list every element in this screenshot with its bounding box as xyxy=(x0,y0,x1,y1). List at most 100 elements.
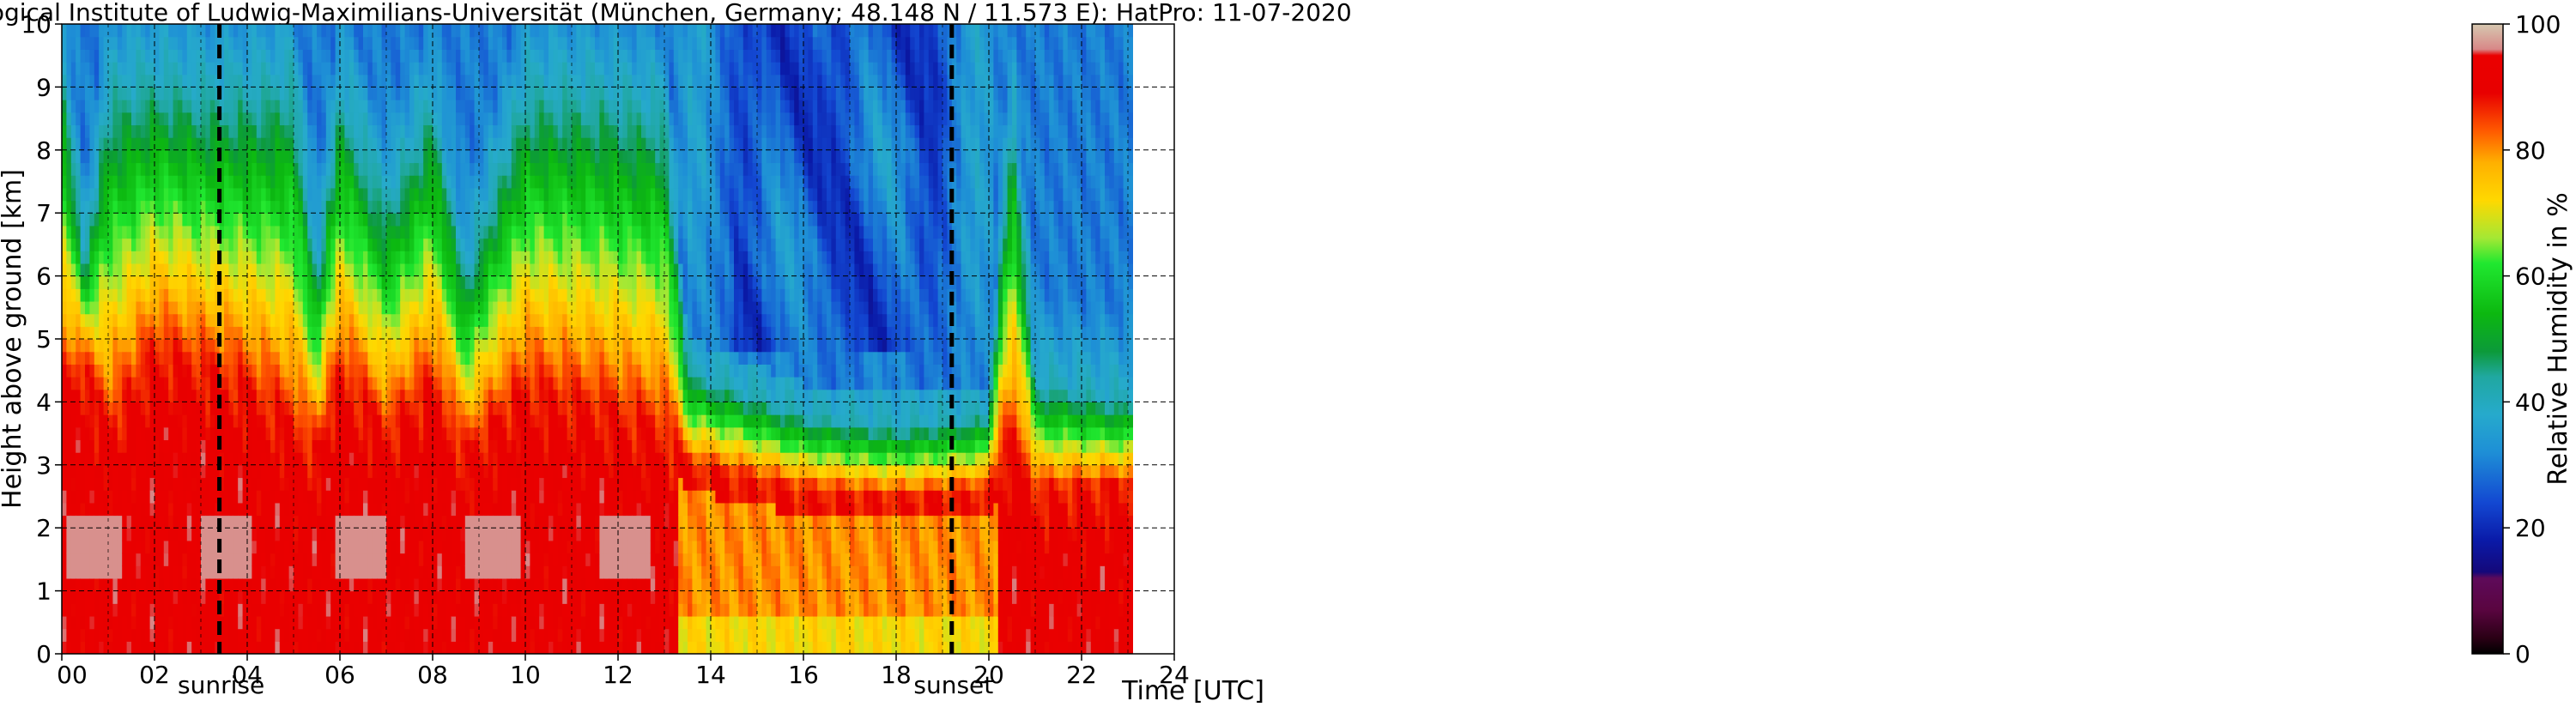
heatmap-cell xyxy=(418,565,424,579)
heatmap-cell xyxy=(215,263,221,277)
heatmap-cell xyxy=(76,87,82,100)
heatmap-cell xyxy=(99,251,105,264)
heatmap-cell xyxy=(433,263,438,277)
heatmap-cell xyxy=(520,540,526,554)
heatmap-cell xyxy=(367,540,373,554)
heatmap-cell xyxy=(76,439,82,453)
heatmap-cell xyxy=(70,300,76,315)
heatmap-cell xyxy=(427,339,433,353)
heatmap-cell xyxy=(122,49,128,63)
heatmap-cell xyxy=(409,137,415,151)
heatmap-cell xyxy=(140,515,146,529)
heatmap-cell xyxy=(386,590,391,604)
heatmap-cell xyxy=(391,175,397,189)
heatmap-cell xyxy=(201,300,206,315)
heatmap-cell xyxy=(493,364,499,378)
heatmap-cell xyxy=(456,288,461,302)
heatmap-cell xyxy=(261,515,267,529)
heatmap-cell xyxy=(99,565,105,579)
heatmap-cell xyxy=(155,414,160,428)
heatmap-cell xyxy=(363,426,368,441)
heatmap-cell xyxy=(511,464,517,479)
heatmap-cell xyxy=(433,364,438,378)
heatmap-cell xyxy=(294,603,299,617)
heatmap-cell xyxy=(456,24,461,38)
heatmap-cell xyxy=(62,377,67,390)
heatmap-cell xyxy=(196,339,202,353)
heatmap-cell xyxy=(520,339,526,353)
heatmap-cell xyxy=(317,251,322,264)
heatmap-cell xyxy=(122,62,128,76)
heatmap-cell xyxy=(298,112,304,126)
heatmap-cell xyxy=(474,628,480,642)
heatmap-cell xyxy=(470,490,476,504)
heatmap-cell xyxy=(483,275,489,289)
heatmap-cell xyxy=(367,502,373,517)
heatmap-cell xyxy=(386,175,391,189)
heatmap-cell xyxy=(238,565,244,579)
heatmap-cell xyxy=(321,326,327,340)
heatmap-cell xyxy=(464,74,470,88)
heatmap-cell xyxy=(178,515,183,529)
heatmap-cell xyxy=(395,464,401,479)
heatmap-cell xyxy=(103,24,109,38)
heatmap-cell xyxy=(94,351,100,365)
heatmap-cell xyxy=(275,590,281,604)
heatmap-cell xyxy=(112,389,118,402)
heatmap-cell xyxy=(516,515,522,529)
heatmap-cell xyxy=(391,251,397,264)
heatmap-cell xyxy=(372,477,378,491)
heatmap-cell xyxy=(70,477,76,491)
heatmap-cell xyxy=(131,288,136,302)
heatmap-cell xyxy=(140,263,146,277)
heatmap-cell xyxy=(377,515,383,529)
heatmap-cell xyxy=(173,641,179,654)
heatmap-cell xyxy=(261,490,267,504)
heatmap-cell xyxy=(201,414,206,428)
heatmap-cell xyxy=(233,339,239,353)
heatmap-cell xyxy=(178,464,183,479)
heatmap-cell xyxy=(122,251,128,264)
heatmap-cell xyxy=(321,49,327,63)
heatmap-cell xyxy=(261,124,267,138)
heatmap-cell xyxy=(312,213,318,227)
heatmap-cell xyxy=(404,553,410,566)
heatmap-cell xyxy=(228,628,234,642)
heatmap-cell xyxy=(288,74,294,88)
heatmap-cell xyxy=(261,162,267,176)
heatmap-cell xyxy=(363,124,368,138)
heatmap-cell xyxy=(502,24,507,38)
heatmap-cell xyxy=(145,490,151,504)
heatmap-cell xyxy=(247,238,252,251)
heatmap-cell xyxy=(506,175,512,189)
heatmap-cell xyxy=(140,62,146,76)
heatmap-cell xyxy=(155,426,160,441)
heatmap-cell xyxy=(140,313,146,327)
heatmap-cell xyxy=(520,515,526,529)
heatmap-cell xyxy=(302,100,308,113)
heatmap-cell xyxy=(224,389,229,402)
heatmap-cell xyxy=(233,162,239,176)
heatmap-cell xyxy=(437,49,443,63)
heatmap-cell xyxy=(317,553,322,566)
heatmap-cell xyxy=(178,87,183,100)
heatmap-cell xyxy=(400,502,406,517)
heatmap-cell xyxy=(173,615,179,630)
heatmap-cell xyxy=(117,275,123,289)
heatmap-cell xyxy=(464,275,470,289)
heatmap-cell xyxy=(335,263,341,277)
heatmap-cell xyxy=(414,502,420,517)
heatmap-cell xyxy=(155,528,160,541)
heatmap-cell xyxy=(182,464,188,479)
heatmap-cell xyxy=(178,364,183,378)
heatmap-cell xyxy=(446,540,452,554)
heatmap-cell xyxy=(404,364,410,378)
heatmap-cell xyxy=(270,528,276,541)
heatmap-cell xyxy=(205,162,211,176)
heatmap-cell xyxy=(437,439,443,453)
heatmap-cell xyxy=(460,515,466,529)
heatmap-cell xyxy=(186,414,192,428)
heatmap-cell xyxy=(363,313,368,327)
heatmap-cell xyxy=(168,477,174,491)
heatmap-cell xyxy=(441,464,447,479)
